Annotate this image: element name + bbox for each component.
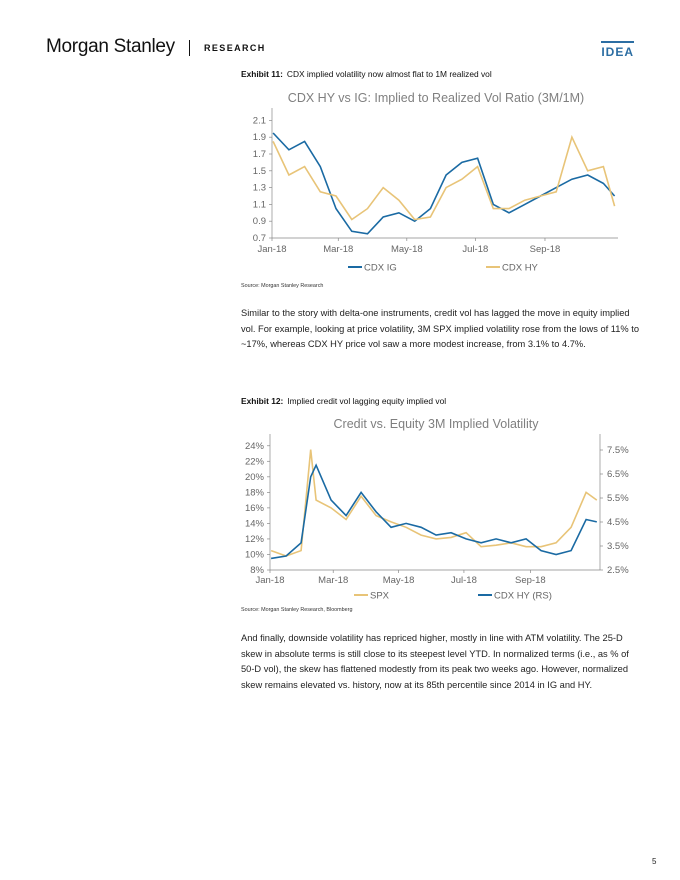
morgan-stanley-logo: Morgan Stanley bbox=[46, 36, 175, 57]
chart2-left-tick-label: 18% bbox=[245, 487, 265, 498]
idea-tag: IDEA bbox=[601, 41, 634, 59]
chart1-y-tick-label: 1.5 bbox=[253, 166, 266, 177]
chart1-legend-cdx-hy: CDX HY bbox=[502, 263, 539, 274]
exhibit-11-caption: CDX implied volatility now almost flat t… bbox=[286, 69, 492, 79]
exhibit-12-source: Source: Morgan Stanley Research, Bloombe… bbox=[241, 607, 353, 613]
chart1-title: CDX HY vs IG: Implied to Realized Vol Ra… bbox=[288, 91, 584, 105]
chart1-x-tick-label: Jan-18 bbox=[257, 244, 286, 255]
exhibit-12-title: Exhibit 12: Implied credit vol lagging eq… bbox=[241, 396, 446, 406]
chart2-x-tick-label: Jul-18 bbox=[451, 575, 477, 586]
exhibit-11-label: Exhibit 11: bbox=[241, 69, 283, 79]
research-label: RESEARCH bbox=[204, 43, 266, 53]
chart1-series-cdx-hy bbox=[272, 134, 616, 221]
paragraph-credit-vol: Similar to the story with delta-one inst… bbox=[241, 308, 640, 349]
chart-credit-vs-equity-vol: Credit vs. Equity 3M Implied Volatility … bbox=[245, 417, 629, 602]
chart2-left-tick-label: 10% bbox=[245, 549, 265, 560]
chart2-series-cdx-hy bbox=[270, 463, 597, 560]
chart1-series-cdx-ig bbox=[272, 132, 616, 235]
chart1-y-tick-label: 0.9 bbox=[253, 216, 266, 227]
chart1-x-tick-label: May-18 bbox=[391, 244, 423, 255]
chart1-y-tick-label: 1.1 bbox=[253, 199, 266, 210]
chart2-left-tick-label: 24% bbox=[245, 441, 265, 452]
page-number: 5 bbox=[652, 857, 657, 866]
chart2-right-tick-label: 2.5% bbox=[607, 565, 629, 576]
chart1-x-tick-label: Jul-18 bbox=[462, 244, 488, 255]
chart2-right-tick-label: 3.5% bbox=[607, 541, 629, 552]
chart1-y-tick-label: 1.9 bbox=[253, 132, 266, 143]
chart1-x-tick-label: Sep-18 bbox=[530, 244, 561, 255]
header-divider bbox=[189, 40, 190, 56]
chart2-right-tick-label: 5.5% bbox=[607, 493, 629, 504]
chart1-y-tick-label: 2.1 bbox=[253, 115, 266, 126]
chart2-x-tick-label: Jan-18 bbox=[255, 575, 284, 586]
chart2-left-tick-label: 20% bbox=[245, 472, 265, 483]
chart2-x-tick-label: Sep-18 bbox=[515, 575, 546, 586]
chart1-x-tick-label: Mar-18 bbox=[323, 244, 353, 255]
chart1-y-tick-label: 0.7 bbox=[253, 233, 266, 244]
exhibit-12-caption: Implied credit vol lagging equity implie… bbox=[287, 396, 447, 406]
exhibit-11-title: Exhibit 11: CDX implied volatility now al… bbox=[241, 69, 492, 79]
chart2-x-tick-label: Mar-18 bbox=[318, 575, 348, 586]
chart2-series-spx bbox=[270, 449, 598, 557]
exhibit-11-source: Source: Morgan Stanley Research bbox=[241, 283, 324, 289]
chart2-left-tick-label: 12% bbox=[245, 534, 265, 545]
chart1-legend-cdx-ig: CDX IG bbox=[364, 263, 397, 274]
chart2-left-tick-label: 16% bbox=[245, 503, 265, 514]
chart1-y-tick-label: 1.7 bbox=[253, 149, 266, 160]
chart2-legend-spx: SPX bbox=[370, 591, 390, 602]
chart2-right-tick-label: 7.5% bbox=[607, 445, 629, 456]
chart2-title: Credit vs. Equity 3M Implied Volatility bbox=[334, 417, 540, 431]
chart-implied-realized-ratio: CDX HY vs IG: Implied to Realized Vol Ra… bbox=[253, 91, 618, 274]
chart2-right-tick-label: 4.5% bbox=[607, 517, 629, 528]
chart2-x-tick-label: May-18 bbox=[383, 575, 415, 586]
report-header: Morgan Stanley RESEARCH IDEA bbox=[46, 36, 636, 62]
chart2-legend-cdx-hy: CDX HY (RS) bbox=[494, 591, 552, 602]
chart2-left-tick-label: 14% bbox=[245, 518, 265, 529]
chart2-left-tick-label: 22% bbox=[245, 456, 265, 467]
chart2-right-tick-label: 6.5% bbox=[607, 469, 629, 480]
chart1-y-tick-label: 1.3 bbox=[253, 183, 266, 194]
exhibit-12-label: Exhibit 12: bbox=[241, 396, 284, 406]
paragraph-downside-vol: And finally, downside volatility has rep… bbox=[241, 633, 629, 690]
chart2-left-tick-label: 8% bbox=[250, 565, 264, 576]
